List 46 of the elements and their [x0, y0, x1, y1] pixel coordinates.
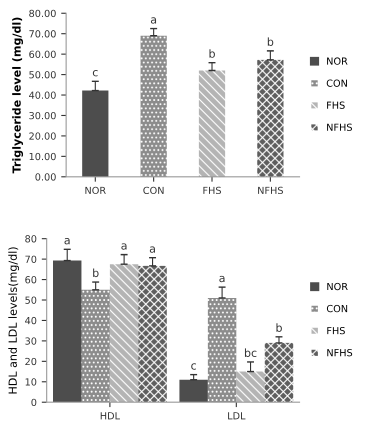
legend-label: NOR	[327, 57, 348, 65]
annotation: c	[191, 363, 196, 370]
y-tick-label: 20.00	[29, 132, 56, 140]
y-tick-label: 70	[25, 256, 36, 263]
y-tick-label: 30	[25, 337, 36, 345]
annotation: c	[92, 70, 98, 76]
y-tick-label: 80	[25, 235, 36, 243]
y-tick-label: 70.00	[29, 30, 56, 38]
y-tick-label: 80.00	[29, 10, 56, 18]
x-tick-label: NOR	[85, 186, 106, 194]
legend-label: NFHS	[327, 124, 352, 131]
y-tick-label: 40	[25, 316, 36, 324]
legend-label: FHS	[327, 102, 345, 109]
y-tick-label: 30.00	[29, 112, 56, 120]
y-axis-title: HDL and LDL levels(mg/dl)	[8, 247, 20, 394]
y-tick-label: 10	[26, 378, 36, 386]
legend-label: NOR	[327, 282, 348, 290]
annotation: a	[150, 246, 155, 253]
annotation: a	[150, 17, 156, 24]
legend-label: CON	[326, 304, 348, 312]
y-tick-label: 0	[31, 398, 36, 406]
y-tick-label: 60.00	[29, 50, 56, 58]
annotation: a	[64, 238, 70, 244]
y-tick-label: 50	[25, 296, 36, 304]
y-tick-label: 60	[25, 276, 36, 284]
y-tick-label: 20	[25, 358, 36, 366]
annotation: b	[276, 323, 282, 332]
annotation: b	[268, 37, 274, 46]
y-tick-label: 0.00	[35, 173, 56, 181]
y-tick-label: 50.00	[29, 71, 56, 78]
y-tick-label: 10.00	[30, 152, 56, 160]
annotation: b	[93, 268, 99, 278]
y-tick-label: 40.00	[29, 92, 56, 99]
x-tick-label: LDL	[228, 412, 246, 420]
annotation: bc	[244, 348, 256, 358]
annotation: b	[209, 49, 215, 58]
legend-label: FHS	[327, 326, 345, 334]
x-tick-label: HDL	[100, 412, 120, 420]
x-tick-label: FHS	[203, 186, 221, 194]
legend-label: CON	[326, 79, 347, 87]
y-axis-title: Triglyceride level (mg/dl)	[12, 18, 24, 174]
annotation: a	[219, 276, 224, 282]
legend-label: NFHS	[327, 348, 352, 356]
x-tick-label: NFHS	[258, 186, 283, 194]
annotation: a	[121, 243, 127, 250]
x-tick-label: CON	[143, 186, 164, 194]
